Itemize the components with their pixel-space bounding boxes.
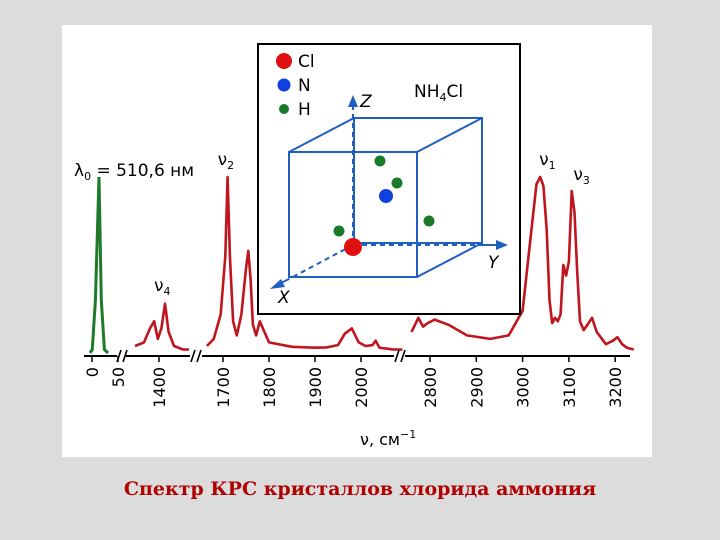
spectrum-trace: [134, 302, 189, 351]
tick-label: 50: [109, 367, 128, 387]
cl-atom: [344, 238, 362, 256]
h-atom: [391, 177, 403, 189]
laser-wavelength-label: λ0 = 510,6 нм: [74, 161, 194, 183]
cube-x-label: X: [277, 288, 290, 308]
tick-label: 0: [83, 367, 102, 377]
cube-edge-top-right: [416, 117, 483, 153]
axis-break-mark: [190, 349, 196, 363]
raman-spectrum-chart: 0 50 1400 1700 1800 1900 2000 2800 2900 3000 3100 3…: [74, 43, 635, 449]
axis-break-mark: [196, 349, 202, 363]
x-axis-line: [288, 244, 354, 280]
tick-label: 1400: [150, 367, 169, 408]
cube-axes: [270, 95, 508, 289]
peak-label: ν1: [539, 150, 556, 172]
y-axis-arrow: [496, 240, 508, 250]
peak-label: ν2: [218, 150, 235, 172]
cube-z-label: Z: [359, 92, 372, 112]
x-axis: [84, 349, 630, 363]
x-axis-arrow: [270, 279, 285, 289]
figure-panel: 0 50 1400 1700 1800 1900 2000 2800 2900 3000 3100 3…: [62, 25, 652, 457]
tick-label: 1700: [214, 367, 233, 408]
cube-edge-bottom-right: [416, 242, 483, 278]
z-axis-arrow: [348, 95, 358, 107]
unit-cell-inset: Cl N H NH4Cl: [257, 43, 521, 315]
tick-label: 2800: [421, 367, 440, 408]
inset-title: NH4Cl: [414, 82, 463, 104]
h-atom: [374, 155, 386, 167]
n-atom: [379, 189, 393, 203]
tick-label: 3200: [606, 367, 625, 408]
tick-label: 3100: [560, 367, 579, 408]
h-legend-dot: [279, 104, 289, 114]
h-atom: [333, 225, 345, 237]
h-legend-label: H: [298, 100, 311, 120]
cl-legend-label: Cl: [298, 52, 315, 72]
peak-label: ν3: [573, 165, 590, 187]
tick-label: 3000: [514, 367, 533, 408]
spectrum-trace: [410, 175, 635, 351]
axis-break-mark: [122, 349, 128, 363]
h-atom: [423, 215, 435, 227]
x-axis-label: ν, см−1: [360, 428, 416, 449]
spectrum-trace: [205, 175, 403, 351]
tick-label: 2900: [467, 367, 486, 408]
n-legend-dot: [277, 78, 291, 92]
laser-line-trace: [88, 176, 110, 355]
axis-break-mark: [394, 349, 400, 363]
cube-edge-top-left: [288, 117, 355, 153]
cube-wireframe: [288, 117, 483, 278]
tick-label: 1900: [306, 367, 325, 408]
peak-label: ν4: [154, 276, 171, 298]
cl-legend-dot: [276, 53, 292, 69]
inset-frame: [257, 43, 521, 315]
tick-label: 1800: [260, 367, 279, 408]
spectrum-traces: [88, 175, 635, 355]
figure-caption: Спектр КРС кристаллов хлорида аммония: [123, 478, 597, 500]
tick-label: 2000: [352, 367, 371, 408]
chart-labels: 0 50 1400 1700 1800 1900 2000 2800 2900 3000 3100 3…: [74, 150, 625, 449]
cube-y-label: Y: [488, 253, 500, 273]
axis-break-mark: [400, 349, 406, 363]
n-legend-label: N: [298, 76, 311, 96]
